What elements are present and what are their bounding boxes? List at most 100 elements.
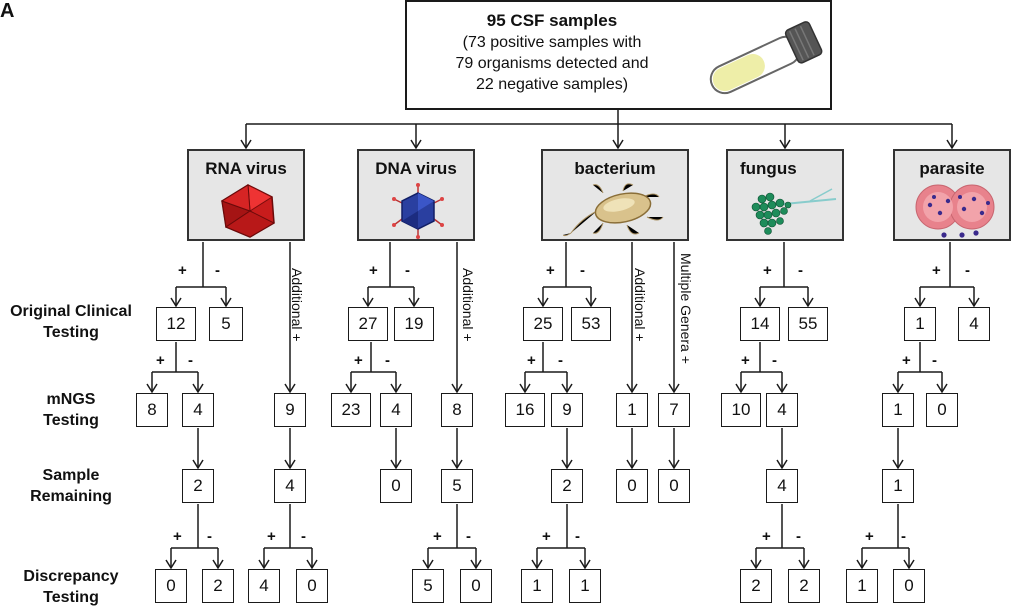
bacterium-original-negative: 53	[571, 307, 611, 341]
top-title: 95 CSF samples	[486, 11, 618, 30]
arrow-head	[735, 383, 747, 394]
minus-sign: -	[965, 262, 970, 279]
plus-sign: +	[763, 262, 772, 279]
minus-sign: -	[575, 528, 580, 545]
dna-additional-discrepancy-positive: 5	[412, 569, 444, 603]
arrow-head	[892, 459, 904, 470]
arrow-head	[146, 383, 158, 394]
category-title: DNA virus	[375, 159, 457, 178]
rna-original-negative: 5	[209, 307, 243, 341]
plus-sign: +	[527, 352, 536, 369]
top-line-1: (73 positive samples with	[462, 34, 642, 51]
arrow-head	[362, 297, 374, 308]
fungus-discrepancy-positive: 2	[740, 569, 772, 603]
arrow-head	[192, 383, 204, 394]
arrow-head	[531, 559, 543, 570]
dna-additional-count: 8	[441, 393, 473, 427]
plus-sign: +	[354, 352, 363, 369]
bacterium-mngs-negative: 9	[551, 393, 583, 427]
row-label-discrepancy-testing: Discrepancy Testing	[0, 566, 142, 608]
plus-sign: +	[267, 528, 276, 545]
multiple-genera-label: Multiple Genera +	[678, 253, 694, 364]
arrow-head	[390, 459, 402, 470]
arrow-head	[776, 459, 788, 470]
arrow-head	[612, 139, 624, 150]
row-label-line: Testing	[43, 412, 99, 429]
top-summary-box: 95 CSF samples (73 positive samples with…	[405, 0, 832, 110]
arrow-head	[165, 559, 177, 570]
category-header-parasite: parasite	[893, 149, 1011, 241]
test-tube-icon	[709, 21, 823, 95]
parasite-icon	[915, 184, 995, 238]
arrow-head	[779, 139, 791, 150]
category-header-dna-virus: DNA virus	[357, 149, 475, 241]
rna-remaining-additional: 4	[274, 469, 306, 503]
category-header-bacterium: bacterium	[541, 149, 689, 241]
plus-sign: +	[173, 528, 182, 545]
arrow-head	[750, 559, 762, 570]
row-label-mngs-testing: mNGS Testing	[0, 389, 142, 431]
arrow-head	[903, 559, 915, 570]
arrow-head	[856, 559, 868, 570]
plus-sign: +	[902, 352, 911, 369]
bacterium-remaining-multiple-genera: 0	[658, 469, 690, 503]
dna-remaining-main: 0	[380, 469, 412, 503]
dna-virus-icon	[392, 183, 444, 239]
arrow-head	[626, 383, 638, 394]
rna-discrepancy-negative: 2	[202, 569, 234, 603]
arrow-head	[537, 297, 549, 308]
row-label-original-clinical-testing: Original Clinical Testing	[0, 301, 142, 343]
parasite-discrepancy-positive: 1	[846, 569, 878, 603]
arrow-head	[390, 383, 402, 394]
plus-sign: +	[433, 528, 442, 545]
minus-sign: -	[901, 528, 906, 545]
dna-original-negative: 19	[394, 307, 434, 341]
arrow-head	[798, 559, 810, 570]
row-label-line: Sample	[42, 467, 100, 484]
minus-sign: -	[385, 352, 390, 369]
rna-additional-count: 9	[274, 393, 306, 427]
bacterium-mngs-positive: 16	[505, 393, 545, 427]
row-label-line: Testing	[43, 324, 99, 341]
additional-label-bacterium: Additional +	[632, 268, 648, 342]
minus-sign: -	[558, 352, 563, 369]
arrow-head	[410, 139, 422, 150]
additional-label-rna: Additional +	[289, 268, 305, 342]
minus-sign: -	[466, 528, 471, 545]
arrow-head	[802, 297, 814, 308]
plus-sign: +	[932, 262, 941, 279]
parasite-original-positive: 1	[904, 307, 936, 341]
arrow-head	[519, 383, 531, 394]
arrow-head	[170, 297, 182, 308]
bacterium-additional-count: 1	[616, 393, 648, 427]
plus-sign: +	[542, 528, 551, 545]
plus-sign: +	[178, 262, 187, 279]
dna-original-positive: 27	[348, 307, 388, 341]
category-title: RNA virus	[205, 159, 287, 178]
arrow-head	[284, 383, 296, 394]
arrow-head	[585, 297, 597, 308]
plus-sign: +	[762, 528, 771, 545]
arrow-head	[892, 383, 904, 394]
arrow-head	[220, 297, 232, 308]
parasite-discrepancy-negative: 0	[893, 569, 925, 603]
arrow-head	[212, 559, 224, 570]
rna-mngs-positive: 8	[136, 393, 168, 427]
arrow-head	[946, 139, 958, 150]
bacterium-original-positive: 25	[523, 307, 563, 341]
rna-original-positive: 12	[156, 307, 196, 341]
minus-sign: -	[580, 262, 585, 279]
parasite-mngs-negative: 0	[926, 393, 958, 427]
arrow-head	[668, 383, 680, 394]
bacterium-remaining-main: 2	[551, 469, 583, 503]
top-line-2: 79 organisms detected and	[455, 55, 649, 72]
arrow-head	[408, 297, 420, 308]
minus-sign: -	[207, 528, 212, 545]
row-label-line: Original Clinical	[10, 303, 132, 320]
arrow-head	[626, 459, 638, 470]
rna-mngs-negative: 4	[182, 393, 214, 427]
parasite-original-negative: 4	[958, 307, 990, 341]
rna-remaining-main: 2	[182, 469, 214, 503]
minus-sign: -	[301, 528, 306, 545]
arrow-head	[776, 383, 788, 394]
